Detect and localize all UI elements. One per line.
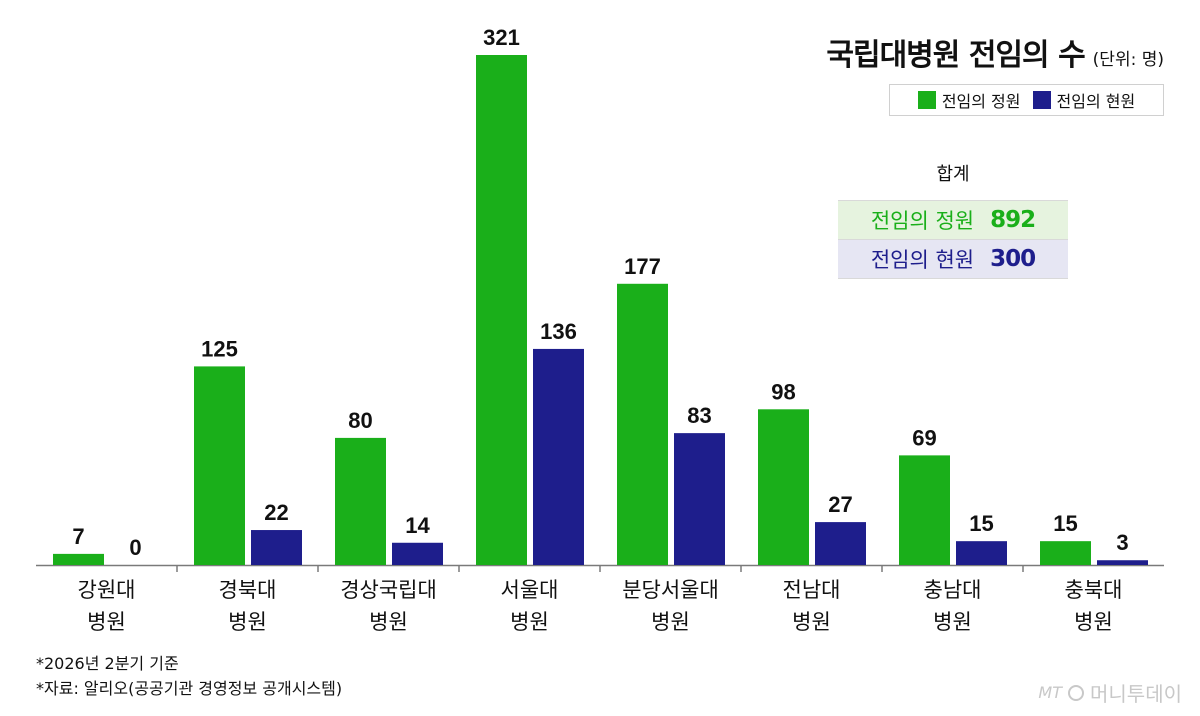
data-label: 83 (687, 403, 711, 428)
legend: 전임의 정원 전임의 현원 (889, 84, 1164, 116)
bar-positions (194, 366, 245, 565)
data-label: 98 (771, 379, 795, 404)
data-label: 7 (72, 524, 84, 549)
totals-row-current: 전임의 현원 300 (838, 239, 1068, 279)
x-tick-label: 충남대 (924, 578, 982, 602)
legend-label-current: 전임의 현원 (1056, 92, 1136, 111)
bar-positions (617, 283, 668, 565)
data-label: 69 (912, 425, 936, 450)
totals-box: 합계 전임의 정원 892 전임의 현원 300 (838, 160, 1068, 279)
data-label: 22 (264, 500, 288, 525)
x-tick-label: 병원 (792, 610, 831, 634)
unit-label: (단위: 명) (1092, 50, 1164, 70)
bar-positions (899, 455, 950, 565)
x-tick-label: 서울대 (501, 578, 559, 602)
totals-current-value: 300 (990, 246, 1036, 272)
x-tick-label: 전남대 (783, 578, 841, 602)
bar-positions (476, 55, 527, 565)
data-label: 80 (348, 408, 372, 433)
title-block: 국립대병원 전임의 수 (단위: 명) (826, 30, 1164, 74)
data-label: 321 (483, 25, 520, 50)
x-tick-label: 병원 (933, 610, 972, 634)
x-tick-label: 병원 (651, 610, 690, 634)
totals-positions-label: 전임의 정원 (870, 209, 975, 233)
x-tick-label: 경북대 (219, 578, 277, 602)
data-label: 177 (624, 254, 661, 279)
bar-current (956, 541, 1007, 565)
x-tick-label: 충북대 (1065, 578, 1123, 602)
bar-positions (758, 409, 809, 565)
data-label: 125 (201, 336, 238, 361)
data-label: 15 (969, 511, 993, 536)
bar-current (815, 522, 866, 565)
legend-swatch-positions (917, 91, 936, 109)
chart-title: 국립대병원 전임의 수 (826, 38, 1085, 73)
watermark: MT 머니투데이 (1038, 678, 1182, 707)
bar-positions (1040, 541, 1091, 565)
watermark-mt: MT (1038, 683, 1062, 702)
x-tick-label: 병원 (510, 610, 549, 634)
totals-row-positions: 전임의 정원 892 (838, 200, 1068, 239)
x-tick-label: 경상국립대 (340, 578, 437, 602)
bar-positions (335, 437, 386, 565)
bar-current (1097, 560, 1148, 565)
data-label: 15 (1053, 511, 1077, 536)
totals-positions-value: 892 (990, 207, 1036, 233)
data-label: 27 (828, 492, 852, 517)
data-label: 3 (1116, 530, 1128, 555)
x-tick-label: 병원 (228, 610, 267, 634)
x-tick-label: 병원 (1074, 610, 1113, 634)
footnote-date: *2026년 2분기 기준 (36, 654, 179, 673)
totals-header: 합계 (936, 164, 970, 185)
bar-positions (53, 553, 104, 565)
legend-item-positions: 전임의 정원 (917, 88, 1021, 112)
data-label: 136 (540, 319, 577, 344)
x-tick-label: 강원대 (78, 578, 136, 602)
data-label: 0 (129, 535, 141, 560)
bar-current (674, 433, 725, 565)
footnote-source: *자료: 알리오(공공기관 경영정보 공개시스템) (36, 679, 343, 698)
x-tick-label: 분당서울대 (622, 578, 719, 602)
legend-item-current: 전임의 현원 (1032, 88, 1136, 112)
bar-current (392, 542, 443, 565)
legend-swatch-current (1032, 91, 1051, 109)
x-tick-label: 병원 (87, 610, 126, 634)
footnotes: *2026년 2분기 기준 *자료: 알리오(공공기관 경영정보 공개시스템) (36, 651, 342, 701)
watermark-brand: 머니투데이 (1090, 682, 1182, 706)
bar-current (251, 530, 302, 565)
data-label: 14 (405, 513, 430, 538)
watermark-logo-icon (1068, 684, 1084, 701)
totals-current-label: 전임의 현원 (870, 248, 975, 272)
x-tick-label: 병원 (369, 610, 408, 634)
bar-current (533, 348, 584, 565)
legend-label-positions: 전임의 정원 (941, 92, 1021, 111)
